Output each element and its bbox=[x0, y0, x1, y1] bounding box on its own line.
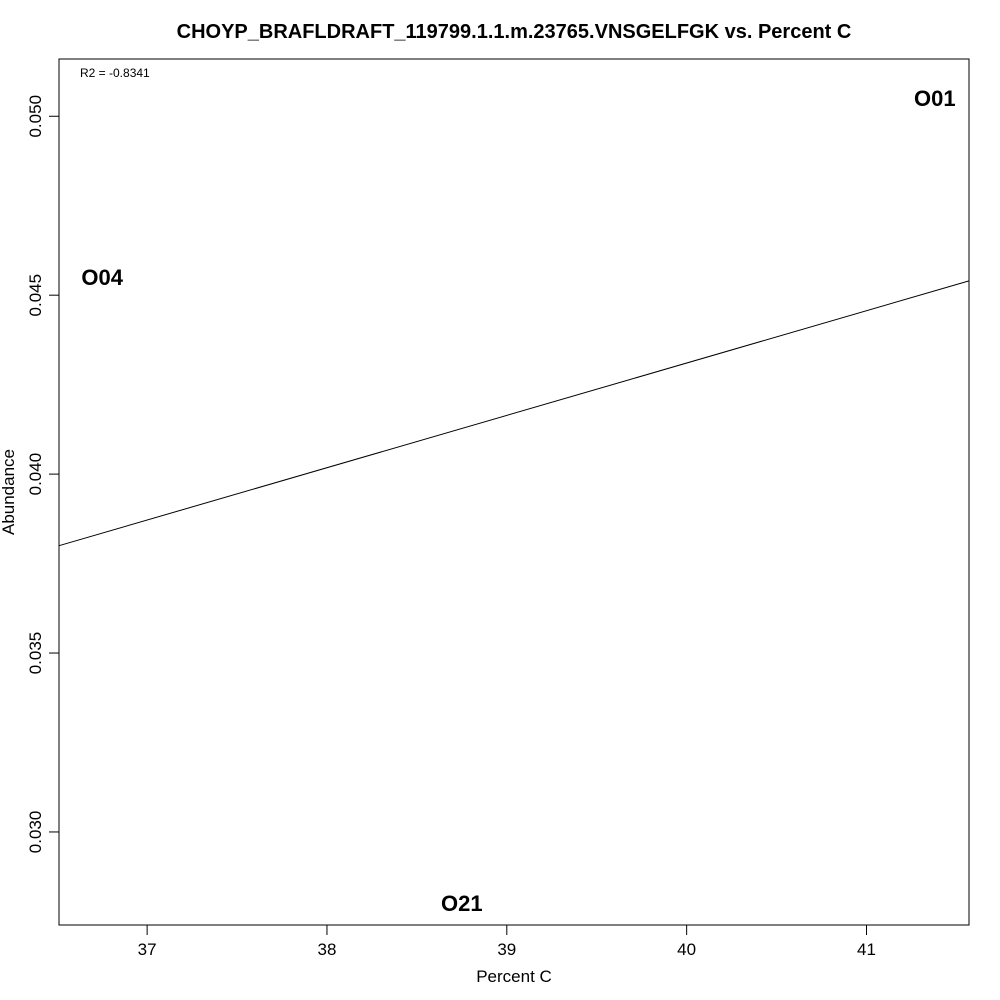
x-axis: 37 38 39 40 41 bbox=[138, 925, 876, 959]
y-axis-title: Abundance bbox=[0, 449, 18, 535]
plot-frame bbox=[59, 59, 969, 925]
x-axis-title: Percent C bbox=[476, 967, 552, 986]
chart-title: CHOYP_BRAFLDRAFT_119799.1.1.m.23765.VNSG… bbox=[177, 21, 852, 43]
x-tick-label: 41 bbox=[857, 940, 876, 959]
r2-annotation: R2 = -0.8341 bbox=[80, 66, 150, 80]
x-tick-label: 39 bbox=[497, 940, 516, 959]
point-label-o04: O04 bbox=[81, 265, 123, 290]
regression-line bbox=[59, 281, 969, 546]
point-label-o21: O21 bbox=[441, 891, 483, 916]
y-tick-label: 0.050 bbox=[26, 95, 45, 138]
y-tick-label: 0.040 bbox=[26, 453, 45, 496]
point-label-o01: O01 bbox=[914, 86, 956, 111]
y-axis: 0.030 0.035 0.040 0.045 0.050 bbox=[26, 95, 59, 853]
x-tick-label: 37 bbox=[138, 940, 157, 959]
x-tick-label: 38 bbox=[318, 940, 337, 959]
y-tick-label: 0.045 bbox=[26, 274, 45, 317]
y-tick-label: 0.030 bbox=[26, 811, 45, 854]
x-tick-label: 40 bbox=[677, 940, 696, 959]
y-tick-label: 0.035 bbox=[26, 632, 45, 675]
